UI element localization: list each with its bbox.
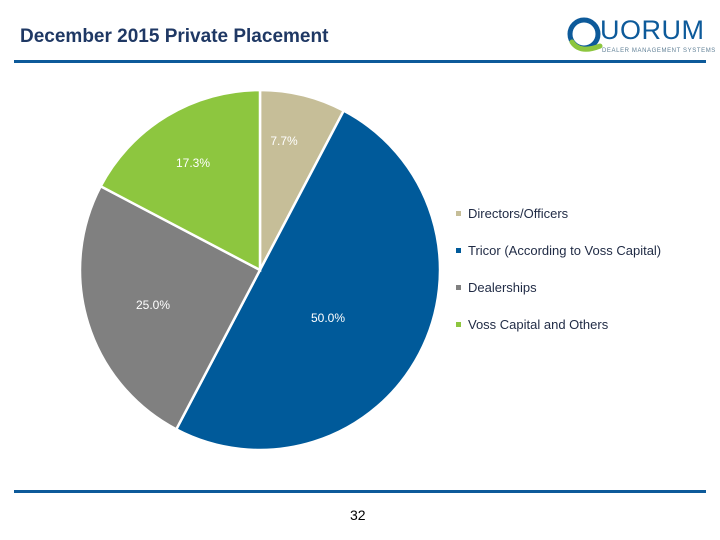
legend-item: Voss Capital and Others [456,317,661,354]
logo-tagline: DEALER MANAGEMENT SYSTEMS [602,48,716,54]
pie-slice-2 [174,108,442,452]
logo-wordmark: UORUM [600,15,705,45]
legend-label: Tricor (According to Voss Capital) [468,243,662,258]
legend-swatch [456,285,461,290]
page-number: 32 [350,507,366,523]
slice-data-label: 17.3% [176,156,210,170]
slice-data-label: 50.0% [311,311,345,325]
page-title: December 2015 Private Placement [20,26,329,47]
legend-label: Voss Capital and Others [468,317,609,332]
slice-data-label: 25.0% [136,298,170,312]
header-rule [14,60,706,63]
quorum-logo: UORUM DEALER MANAGEMENT SYSTEMS [566,14,715,58]
chart-legend: Directors/Officers Tricor (According to V… [456,206,661,354]
legend-item: Tricor (According to Voss Capital) [456,243,661,280]
quorum-q-icon [567,17,603,52]
legend-item: Dealerships [456,280,661,317]
pie-slice-4 [98,88,262,273]
legend-item: Directors/Officers [456,206,661,243]
legend-label: Dealerships [468,280,537,295]
legend-swatch [456,211,461,216]
slice-data-label: 7.7% [270,134,298,148]
footer-rule [14,490,706,493]
legend-swatch [456,322,461,327]
legend-swatch [456,248,461,253]
legend-label: Directors/Officers [468,206,569,221]
